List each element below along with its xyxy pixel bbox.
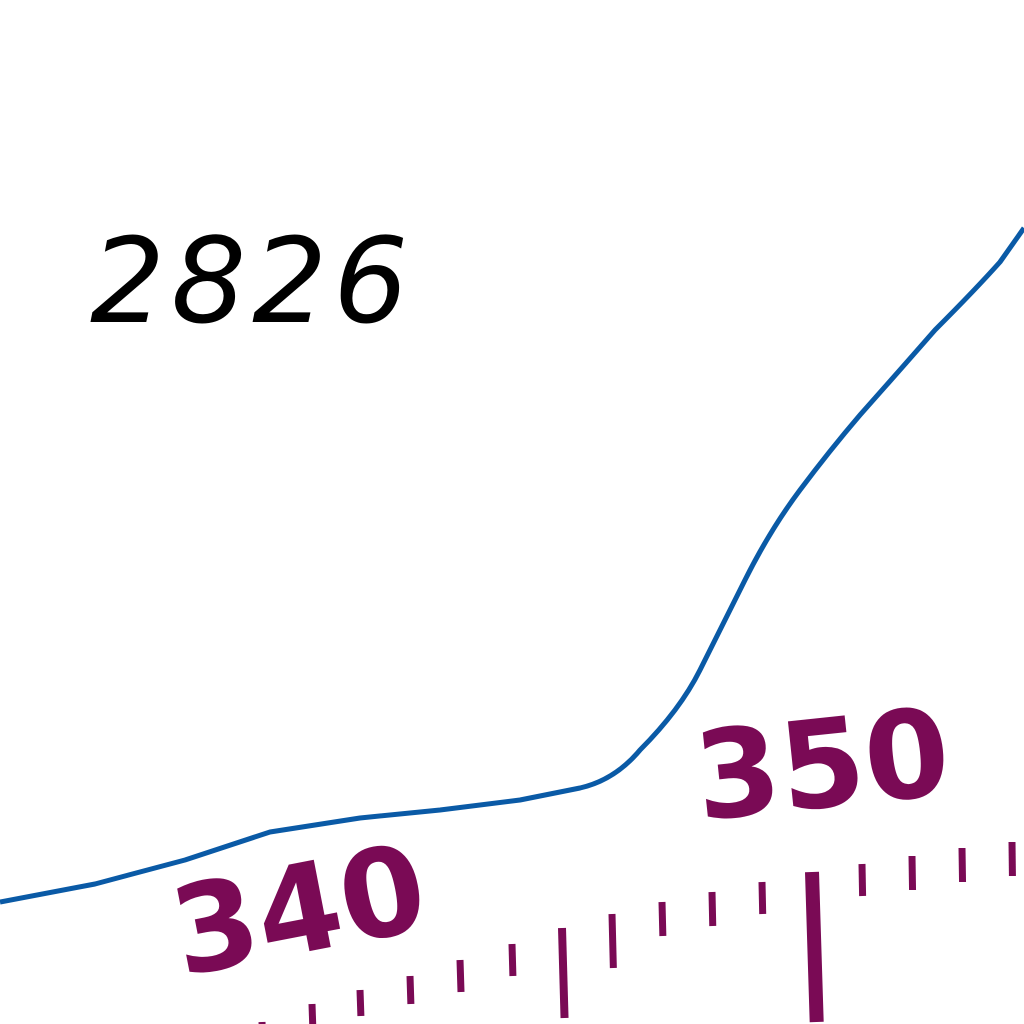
compass-tick (708, 891, 717, 927)
compass-rose-ticks (258, 841, 1016, 1024)
compass-tick (406, 975, 415, 1005)
contour-line (0, 226, 1024, 905)
compass-tick (456, 959, 465, 993)
compass-label-350: 350 (688, 681, 956, 849)
compass-tick (308, 1003, 317, 1024)
compass-tick (608, 913, 617, 969)
compass-tick (958, 847, 967, 883)
compass-tick (356, 989, 365, 1017)
compass-tick (805, 871, 824, 1023)
compass-tick (858, 863, 867, 897)
compass-tick (908, 855, 917, 891)
compass-tick (658, 901, 667, 937)
compass-tick (508, 943, 517, 977)
compass-tick (558, 927, 569, 1019)
compass-tick (758, 881, 767, 915)
spot-elevation-label: 2826 (90, 212, 414, 350)
